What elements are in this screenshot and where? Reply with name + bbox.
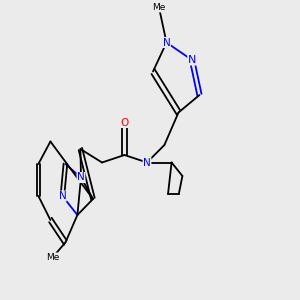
- Text: O: O: [120, 118, 129, 128]
- Text: Me: Me: [152, 3, 166, 12]
- Text: Me: Me: [46, 253, 59, 262]
- Text: N: N: [188, 55, 196, 65]
- Text: N: N: [77, 172, 85, 182]
- Text: N: N: [143, 158, 151, 167]
- Text: N: N: [163, 38, 170, 47]
- Text: N: N: [58, 191, 66, 201]
